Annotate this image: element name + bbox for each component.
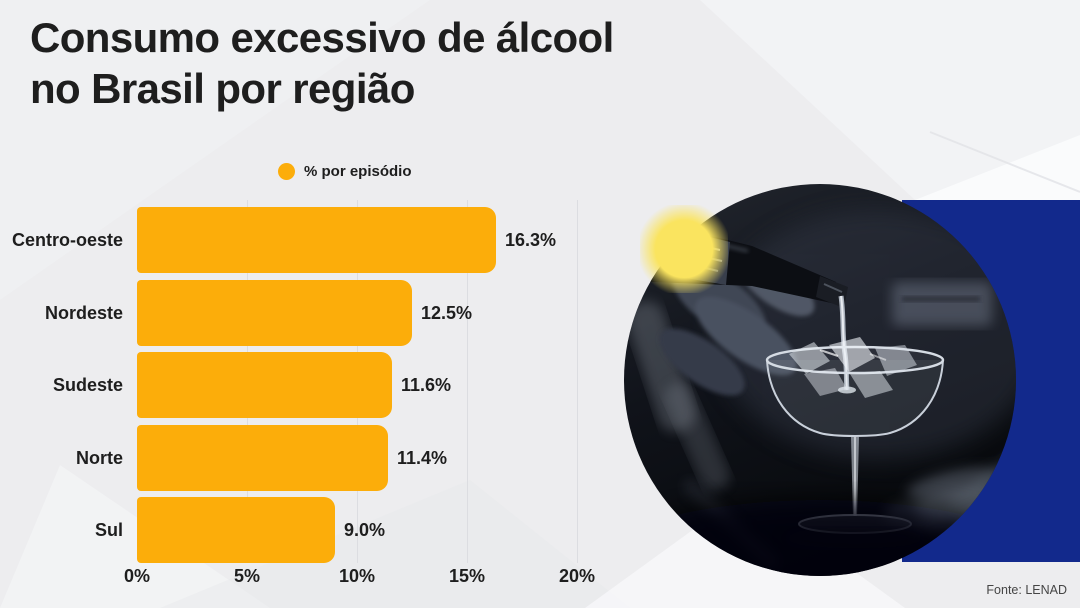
bar — [137, 425, 388, 491]
x-axis-tick: 5% — [233, 566, 260, 586]
value-label: 9.0% — [344, 519, 386, 540]
bar-row: Sul 9.0% — [0, 497, 660, 563]
bar — [137, 207, 496, 273]
legend-label: % por episódio — [304, 163, 412, 180]
bar-chart: 0% 5% 10% 15% 20% Centro-oeste 16.3% Nordeste 12… — [0, 200, 660, 600]
category-label: Sul — [94, 519, 123, 540]
category-label: Nordeste — [44, 302, 123, 323]
bar — [137, 280, 412, 346]
value-label: 11.4% — [397, 447, 448, 468]
bar-row: Centro-oeste 16.3% — [0, 207, 660, 273]
page-title: Consumo excessivo de álcool no Brasil po… — [30, 12, 614, 114]
value-label: 11.6% — [401, 374, 452, 395]
legend-dot-icon — [278, 163, 295, 180]
category-label: Norte — [75, 447, 123, 468]
x-axis-tick: 10% — [338, 566, 376, 586]
x-axis-tick: 15% — [448, 566, 486, 586]
bar — [137, 497, 335, 563]
gridline — [577, 200, 578, 563]
bar-row: Sudeste 11.6% — [0, 352, 660, 418]
value-label: 12.5% — [421, 302, 473, 323]
x-axis-tick: 20% — [558, 566, 596, 586]
chart-legend: % por episódio — [278, 163, 412, 180]
x-axis-tick: 0% — [123, 566, 150, 586]
yellow-accent-dot — [640, 205, 728, 293]
source-credit: Fonte: LENAD — [986, 583, 1067, 597]
page-title-line1: Consumo excessivo de álcool — [30, 14, 614, 61]
value-label: 16.3% — [505, 229, 557, 250]
page-title-line2: no Brasil por região — [30, 65, 415, 113]
bar-row: Norte 11.4% — [0, 425, 660, 491]
category-label: Centro-oeste — [11, 229, 123, 250]
bar-row: Nordeste 12.5% — [0, 280, 660, 346]
category-label: Sudeste — [52, 374, 123, 395]
gridline — [467, 200, 468, 563]
bar — [137, 352, 392, 418]
